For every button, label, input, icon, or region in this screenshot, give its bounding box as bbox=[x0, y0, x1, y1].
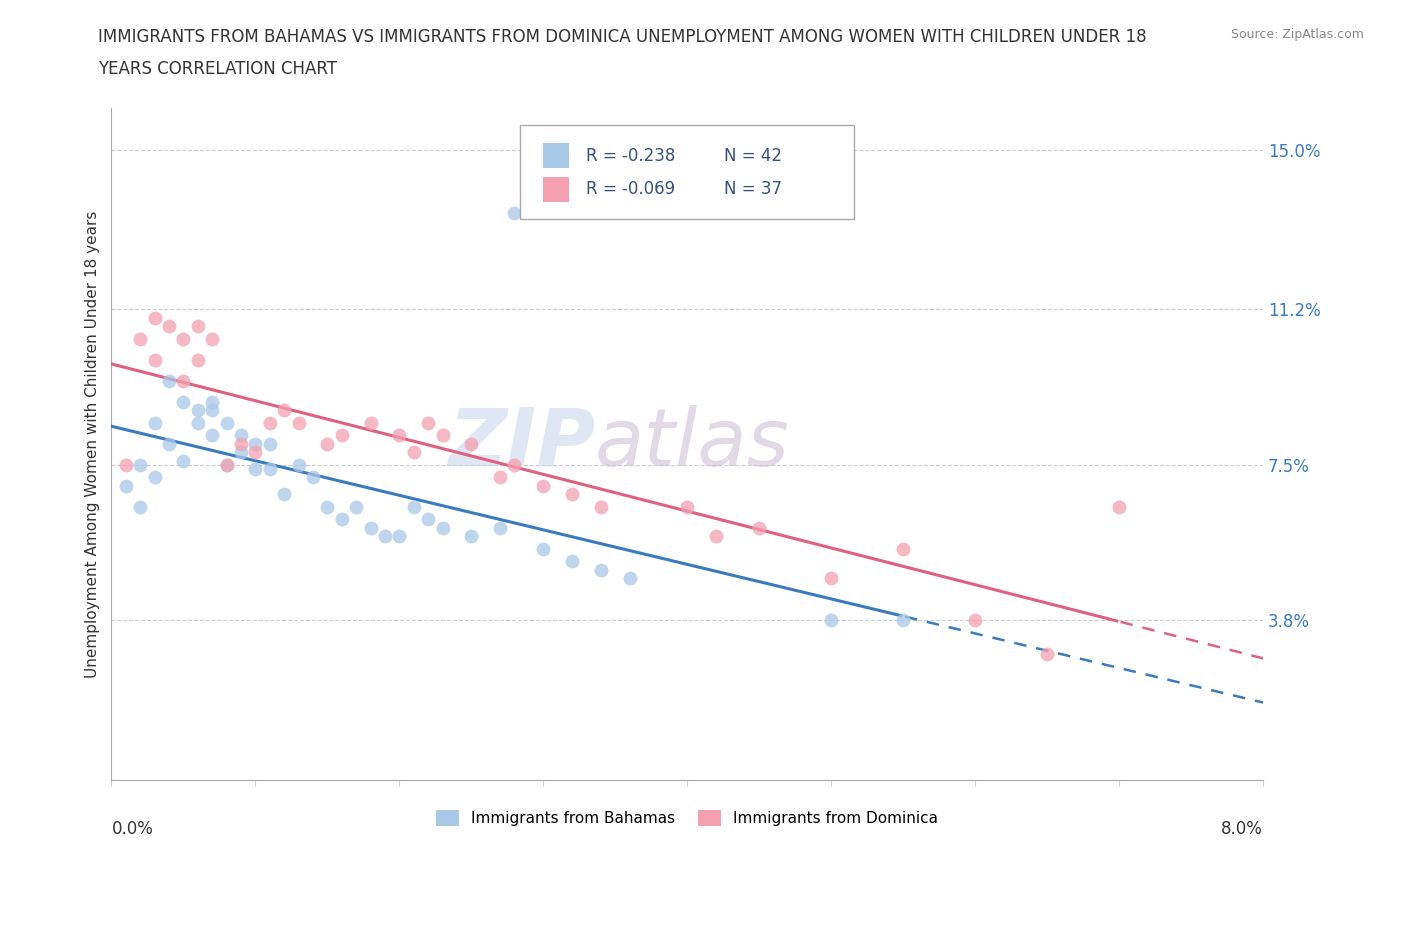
Point bbox=[172, 394, 194, 409]
Point bbox=[360, 416, 382, 431]
Point bbox=[129, 458, 152, 472]
Point bbox=[273, 403, 295, 418]
Point bbox=[259, 436, 281, 451]
Point bbox=[157, 374, 180, 389]
Point bbox=[402, 499, 425, 514]
Point bbox=[259, 461, 281, 476]
Point bbox=[201, 428, 224, 443]
Point bbox=[330, 428, 353, 443]
Point bbox=[503, 206, 526, 220]
Point bbox=[891, 613, 914, 628]
Point bbox=[201, 403, 224, 418]
Point bbox=[589, 499, 612, 514]
Point bbox=[129, 331, 152, 346]
Point bbox=[287, 416, 309, 431]
Point bbox=[589, 563, 612, 578]
Point bbox=[229, 436, 252, 451]
Point bbox=[676, 499, 699, 514]
Point bbox=[287, 458, 309, 472]
Point bbox=[245, 436, 267, 451]
Point bbox=[215, 416, 238, 431]
Point bbox=[143, 470, 166, 485]
Point bbox=[273, 486, 295, 501]
Point bbox=[157, 319, 180, 334]
Point bbox=[201, 331, 224, 346]
Point bbox=[561, 554, 583, 569]
Text: ZIP: ZIP bbox=[447, 405, 595, 483]
Point bbox=[302, 470, 325, 485]
Point bbox=[531, 541, 554, 556]
Point bbox=[187, 319, 209, 334]
Point bbox=[114, 478, 136, 493]
Point bbox=[172, 331, 194, 346]
Point bbox=[187, 403, 209, 418]
Point bbox=[316, 436, 339, 451]
Point bbox=[531, 478, 554, 493]
Text: R = -0.238: R = -0.238 bbox=[586, 147, 675, 165]
Point bbox=[245, 461, 267, 476]
Point bbox=[330, 512, 353, 526]
Point bbox=[259, 416, 281, 431]
Point bbox=[460, 529, 482, 544]
Point bbox=[748, 520, 770, 535]
Point bbox=[172, 374, 194, 389]
Legend: Immigrants from Bahamas, Immigrants from Dominica: Immigrants from Bahamas, Immigrants from… bbox=[430, 804, 945, 832]
Text: N = 42: N = 42 bbox=[724, 147, 782, 165]
Text: Source: ZipAtlas.com: Source: ZipAtlas.com bbox=[1230, 28, 1364, 41]
Text: atlas: atlas bbox=[595, 405, 790, 483]
Point bbox=[129, 499, 152, 514]
Point bbox=[360, 520, 382, 535]
Point bbox=[172, 453, 194, 468]
Point bbox=[344, 499, 367, 514]
Point bbox=[965, 613, 987, 628]
Text: 0.0%: 0.0% bbox=[111, 820, 153, 838]
Point bbox=[157, 436, 180, 451]
FancyBboxPatch shape bbox=[520, 125, 855, 219]
Point bbox=[820, 613, 842, 628]
Point bbox=[388, 428, 411, 443]
Point bbox=[489, 520, 512, 535]
Point bbox=[1108, 499, 1130, 514]
Point bbox=[215, 458, 238, 472]
Point bbox=[143, 416, 166, 431]
Point bbox=[388, 529, 411, 544]
Point bbox=[245, 445, 267, 459]
Point bbox=[891, 541, 914, 556]
Point bbox=[416, 416, 439, 431]
Point bbox=[374, 529, 396, 544]
Point bbox=[201, 394, 224, 409]
Text: R = -0.069: R = -0.069 bbox=[586, 180, 675, 198]
Point bbox=[187, 416, 209, 431]
Point bbox=[229, 428, 252, 443]
Text: N = 37: N = 37 bbox=[724, 180, 782, 198]
Point bbox=[619, 571, 641, 586]
Point bbox=[503, 458, 526, 472]
Point bbox=[432, 428, 454, 443]
Point bbox=[1036, 646, 1059, 661]
Point bbox=[704, 529, 727, 544]
Point bbox=[561, 486, 583, 501]
Point bbox=[489, 470, 512, 485]
FancyBboxPatch shape bbox=[543, 177, 568, 202]
FancyBboxPatch shape bbox=[543, 143, 568, 168]
Text: YEARS CORRELATION CHART: YEARS CORRELATION CHART bbox=[98, 60, 337, 78]
Text: 8.0%: 8.0% bbox=[1222, 820, 1263, 838]
Point bbox=[432, 520, 454, 535]
Point bbox=[316, 499, 339, 514]
Point bbox=[460, 436, 482, 451]
Point bbox=[114, 458, 136, 472]
Point bbox=[402, 445, 425, 459]
Point bbox=[143, 311, 166, 325]
Point bbox=[143, 352, 166, 367]
Point bbox=[416, 512, 439, 526]
Point bbox=[820, 571, 842, 586]
Point bbox=[215, 458, 238, 472]
Point bbox=[229, 445, 252, 459]
Y-axis label: Unemployment Among Women with Children Under 18 years: Unemployment Among Women with Children U… bbox=[86, 210, 100, 677]
Point bbox=[187, 352, 209, 367]
Text: IMMIGRANTS FROM BAHAMAS VS IMMIGRANTS FROM DOMINICA UNEMPLOYMENT AMONG WOMEN WIT: IMMIGRANTS FROM BAHAMAS VS IMMIGRANTS FR… bbox=[98, 28, 1147, 46]
